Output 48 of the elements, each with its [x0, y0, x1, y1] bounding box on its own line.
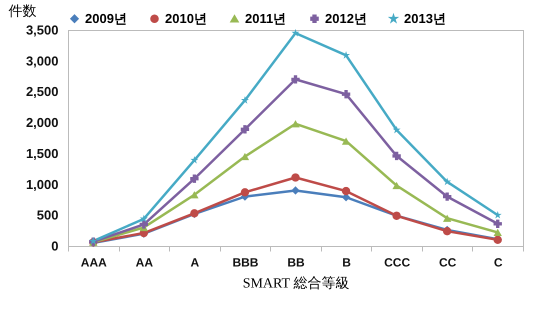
y-tick-label: 2,000: [26, 115, 58, 130]
point: [240, 188, 250, 196]
legend-label: 2013년: [404, 10, 446, 26]
point: [392, 152, 401, 160]
x-tick-label: BBB: [232, 256, 259, 270]
point: [190, 191, 199, 198]
x-tick-label: BB: [287, 256, 305, 270]
point: [190, 174, 199, 183]
legend-label: 2011년: [245, 10, 286, 26]
point: [240, 96, 249, 104]
point: [292, 28, 300, 36]
y-tick-label: 2,500: [26, 84, 58, 100]
point: [392, 126, 401, 134]
point: [190, 156, 198, 164]
point: [443, 178, 452, 186]
point: [494, 228, 502, 236]
point: [392, 182, 401, 190]
x-tick-label: AAA: [80, 256, 108, 270]
x-axis-title: SMART 総合等級: [242, 276, 350, 292]
point: [140, 214, 148, 222]
y-tick-label: 1,500: [26, 146, 58, 161]
point: [240, 125, 250, 134]
point: [494, 210, 502, 219]
point: [342, 186, 350, 196]
x-tick-label: C: [494, 256, 503, 270]
point: [291, 75, 300, 84]
y-tick-label: 3,500: [26, 22, 58, 38]
point: [342, 90, 350, 98]
x-tick-label: A: [190, 256, 200, 270]
x-tick-label: B: [342, 256, 352, 270]
y-axis-title: 件数: [8, 2, 36, 18]
legend-label: 2012년: [325, 10, 367, 26]
y-tick-label: 0: [51, 238, 58, 254]
legend-label: 2010년: [165, 10, 207, 26]
point: [494, 220, 502, 228]
y-tick-label: 3,000: [26, 53, 58, 68]
point: [442, 192, 452, 201]
point: [291, 186, 300, 195]
y-tick-label: 500: [36, 208, 58, 223]
y-tick-label: 1,000: [26, 176, 58, 192]
legend-label: 2009년: [85, 10, 127, 26]
x-tick-label: CCC: [384, 256, 410, 270]
point: [140, 220, 148, 229]
point: [442, 214, 452, 222]
x-tick-label: AA: [136, 256, 154, 270]
point: [291, 173, 300, 182]
x-tick-label: CC: [438, 256, 457, 270]
point: [291, 120, 300, 128]
